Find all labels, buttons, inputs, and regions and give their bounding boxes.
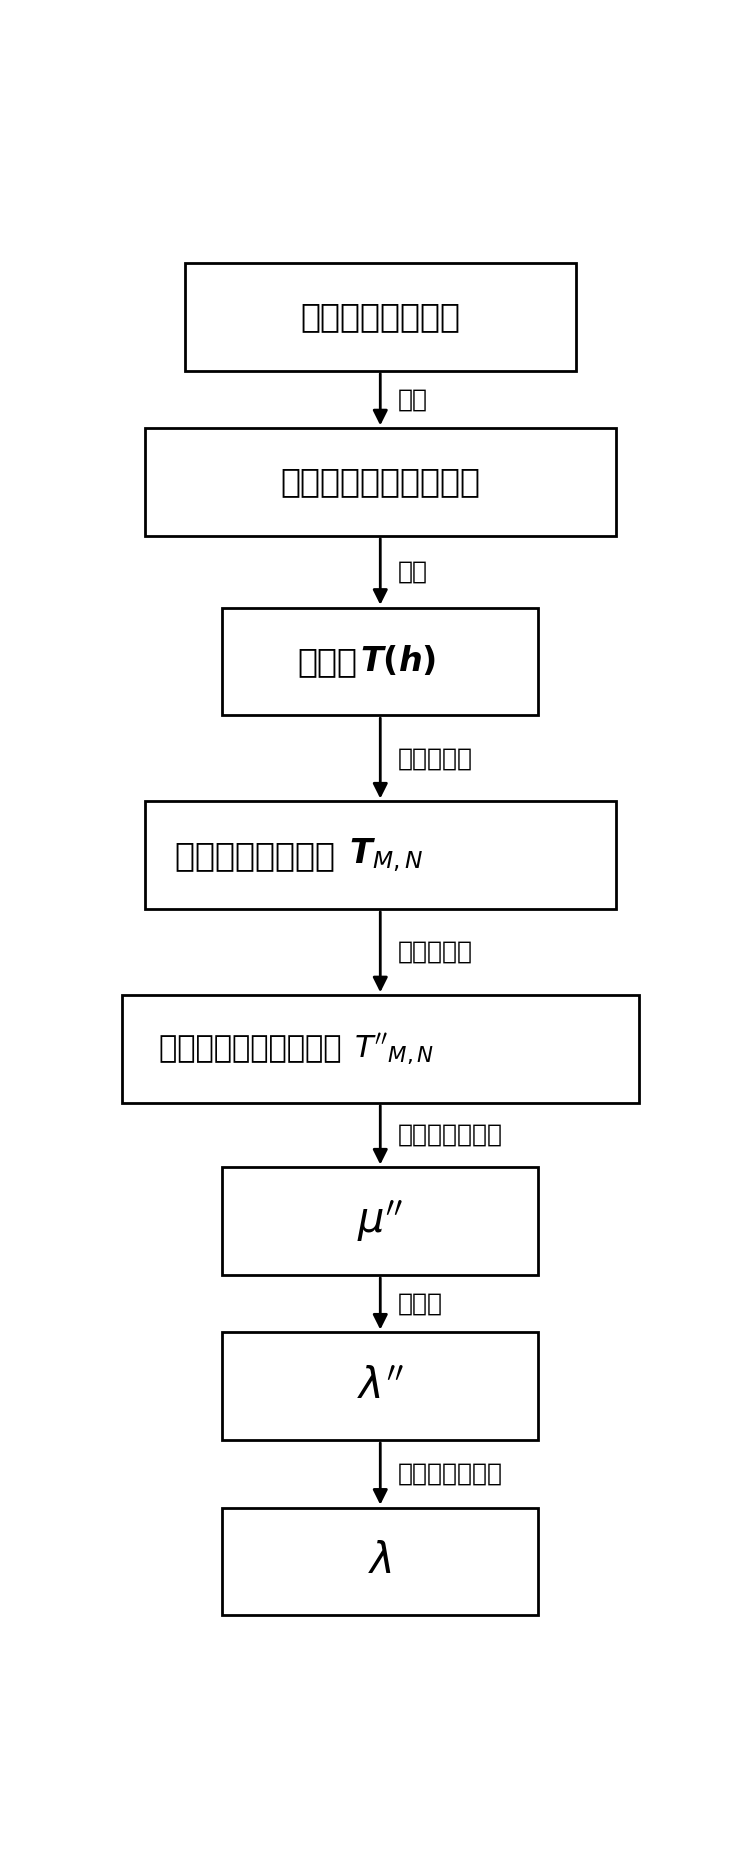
FancyBboxPatch shape — [145, 429, 616, 535]
Text: 时滞电力系统模型: 时滞电力系统模型 — [301, 300, 460, 334]
FancyBboxPatch shape — [222, 1333, 539, 1441]
FancyBboxPatch shape — [222, 608, 539, 716]
Text: $\lambda$: $\lambda$ — [368, 1540, 393, 1583]
Text: $\boldsymbol{T}_{M,N}$: $\boldsymbol{T}_{M,N}$ — [349, 837, 423, 874]
FancyBboxPatch shape — [222, 1167, 539, 1275]
Text: 谱映射: 谱映射 — [398, 1292, 442, 1316]
Text: 伪谱离散化: 伪谱离散化 — [398, 746, 473, 770]
Text: 对应: 对应 — [398, 559, 427, 583]
FancyBboxPatch shape — [122, 995, 639, 1103]
Text: $\mu''$: $\mu''$ — [357, 1199, 404, 1243]
FancyBboxPatch shape — [222, 1508, 539, 1616]
Text: 稀疏求解特征值: 稀疏求解特征值 — [398, 1124, 502, 1146]
Text: $\lambda''$: $\lambda''$ — [357, 1364, 404, 1407]
Text: $\boldsymbol{T''}_{M,N}$: $\boldsymbol{T''}_{M,N}$ — [355, 1031, 435, 1066]
Text: 解算子离散化矩阵: 解算子离散化矩阵 — [175, 839, 346, 872]
Text: $\boldsymbol{T}\boldsymbol{(h)}$: $\boldsymbol{T}\boldsymbol{(h)}$ — [360, 645, 436, 678]
Text: 坐标轴旋转: 坐标轴旋转 — [398, 939, 473, 964]
Text: 降阶: 降阶 — [398, 388, 427, 412]
Text: 反旋转牛顿校验: 反旋转牛顿校验 — [398, 1461, 502, 1486]
Text: 解算子离散化近似矩阵: 解算子离散化近似矩阵 — [160, 1035, 352, 1064]
FancyBboxPatch shape — [145, 802, 616, 910]
Text: 低阶时滞电力系统模型: 低阶时滞电力系统模型 — [280, 466, 480, 498]
FancyBboxPatch shape — [185, 263, 576, 371]
Text: 解算子: 解算子 — [298, 645, 358, 678]
